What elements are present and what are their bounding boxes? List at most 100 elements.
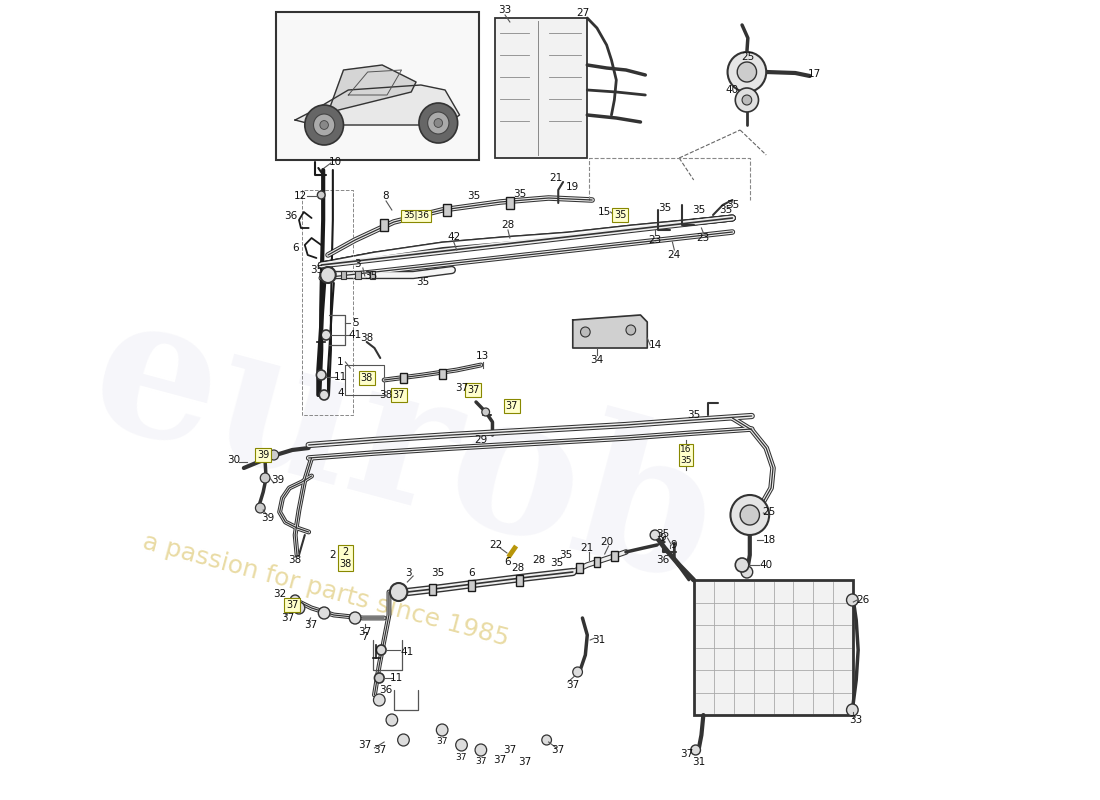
- Text: 35: 35: [550, 558, 563, 568]
- Bar: [594, 557, 601, 567]
- Circle shape: [455, 739, 468, 751]
- Text: 21: 21: [581, 543, 594, 553]
- Text: 35: 35: [658, 203, 671, 213]
- Text: 14: 14: [648, 340, 661, 350]
- Text: 36: 36: [656, 555, 670, 565]
- Circle shape: [386, 714, 398, 726]
- Text: 35: 35: [614, 210, 626, 220]
- Text: 3: 3: [405, 568, 411, 578]
- Text: 13: 13: [476, 351, 490, 361]
- Text: 12: 12: [294, 191, 307, 201]
- Circle shape: [374, 673, 384, 683]
- Text: 38: 38: [379, 390, 393, 400]
- Text: 37: 37: [304, 620, 317, 630]
- Text: 15: 15: [598, 207, 612, 217]
- Text: 36: 36: [379, 685, 393, 695]
- Bar: [516, 574, 522, 586]
- Circle shape: [389, 583, 407, 601]
- Circle shape: [317, 370, 326, 380]
- Text: 37: 37: [466, 385, 480, 395]
- Text: 27: 27: [575, 8, 590, 18]
- Text: 28: 28: [502, 220, 515, 230]
- Text: 16
35: 16 35: [680, 446, 692, 465]
- Circle shape: [290, 595, 300, 605]
- Text: 31: 31: [692, 757, 705, 767]
- Circle shape: [741, 566, 752, 578]
- Circle shape: [434, 118, 442, 127]
- Text: 37: 37: [280, 613, 294, 623]
- Text: 42: 42: [447, 232, 461, 242]
- Text: 3: 3: [354, 259, 361, 269]
- Text: 37: 37: [494, 755, 507, 765]
- Text: 35: 35: [431, 568, 444, 578]
- Circle shape: [318, 607, 330, 619]
- Bar: [610, 551, 618, 561]
- Circle shape: [650, 530, 660, 540]
- Text: 38: 38: [288, 555, 301, 565]
- Circle shape: [321, 330, 331, 340]
- Text: 37: 37: [680, 749, 693, 759]
- Circle shape: [737, 62, 757, 82]
- Polygon shape: [329, 65, 416, 110]
- Circle shape: [482, 408, 490, 416]
- Bar: [694, 580, 854, 715]
- Text: 37: 37: [393, 390, 405, 400]
- Text: 37: 37: [455, 753, 468, 762]
- Text: 25: 25: [762, 507, 776, 517]
- Polygon shape: [295, 85, 460, 125]
- Circle shape: [374, 694, 385, 706]
- Circle shape: [735, 558, 749, 572]
- Text: 33: 33: [849, 715, 862, 725]
- Text: 21: 21: [550, 173, 563, 183]
- Text: 40: 40: [726, 85, 739, 95]
- Text: 6: 6: [292, 243, 298, 253]
- Circle shape: [320, 267, 336, 283]
- Text: 35|36: 35|36: [403, 211, 429, 221]
- Circle shape: [847, 704, 858, 716]
- Text: 37: 37: [437, 738, 448, 746]
- Circle shape: [626, 325, 636, 335]
- Text: 35: 35: [416, 277, 429, 287]
- Bar: [576, 563, 583, 573]
- Bar: [429, 583, 436, 594]
- Bar: [443, 204, 451, 216]
- Bar: [276, 12, 478, 160]
- Text: 22: 22: [490, 540, 503, 550]
- Text: 31: 31: [592, 635, 605, 645]
- Text: 28: 28: [532, 555, 546, 565]
- Text: 41: 41: [400, 647, 414, 657]
- Circle shape: [428, 112, 449, 134]
- Text: 38: 38: [361, 373, 373, 383]
- Text: 2
38: 2 38: [339, 547, 352, 569]
- Circle shape: [581, 327, 591, 337]
- Text: 32: 32: [273, 589, 286, 599]
- Text: 8: 8: [383, 191, 389, 201]
- Circle shape: [318, 191, 326, 199]
- Circle shape: [475, 744, 486, 756]
- Text: 23: 23: [648, 235, 661, 245]
- Circle shape: [270, 450, 278, 460]
- Circle shape: [261, 473, 270, 483]
- Text: 35: 35: [726, 200, 739, 210]
- Text: 35: 35: [692, 205, 705, 215]
- Bar: [468, 579, 474, 590]
- Text: 40: 40: [760, 560, 773, 570]
- Text: 37: 37: [359, 627, 372, 637]
- Text: 35: 35: [364, 271, 377, 281]
- Circle shape: [727, 52, 767, 92]
- Text: 35: 35: [688, 410, 701, 420]
- Text: 37: 37: [373, 745, 386, 755]
- Text: 37: 37: [566, 680, 580, 690]
- Circle shape: [735, 88, 759, 112]
- Text: 26: 26: [857, 595, 870, 605]
- Bar: [370, 271, 375, 279]
- Text: 11: 11: [390, 673, 404, 683]
- Text: 39: 39: [271, 475, 284, 485]
- Text: 6: 6: [505, 557, 512, 567]
- Text: 37: 37: [475, 758, 486, 766]
- Circle shape: [542, 735, 551, 745]
- Text: 35: 35: [310, 265, 323, 275]
- Circle shape: [740, 505, 759, 525]
- Text: 1: 1: [338, 357, 344, 367]
- Text: 9: 9: [670, 540, 676, 550]
